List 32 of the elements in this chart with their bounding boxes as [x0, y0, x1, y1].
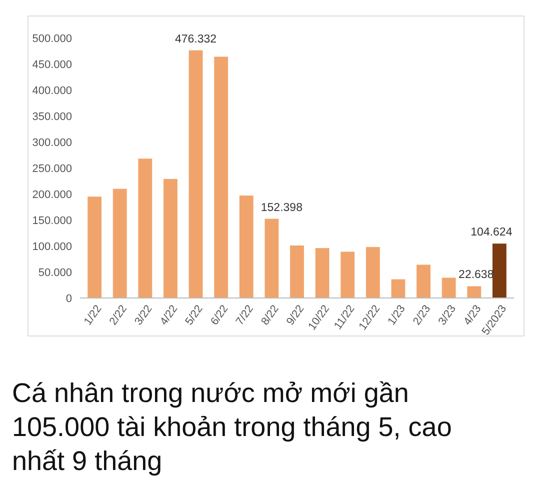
bar: [315, 248, 330, 298]
bar: [442, 278, 456, 298]
data-label: 104.624: [470, 226, 513, 239]
bar: [391, 279, 406, 298]
bar: [467, 286, 482, 298]
y-tick-label: 300.000: [32, 136, 72, 149]
bar: [188, 50, 203, 298]
bar: [492, 244, 506, 298]
bar: [164, 178, 178, 298]
y-tick-label: 0: [66, 292, 72, 305]
y-tick-label: 250.000: [32, 162, 72, 175]
bar: [138, 158, 152, 298]
bar: [416, 264, 430, 298]
text: Cá nhân trong nước mở mới gần 105.000 tài khoản trong tháng 5, cao nhất 9 tháng: [12, 377, 452, 478]
y-tick-label: 50.000: [38, 266, 72, 279]
data-label: 152.398: [260, 202, 302, 214]
y-tick-label: 350.000: [32, 110, 72, 123]
y-tick-label: 500.000: [32, 32, 72, 45]
y-tick-label: 100.000: [32, 240, 72, 253]
y-tick-label: 450.000: [32, 58, 72, 71]
y-tick-label: 400.000: [32, 84, 72, 97]
bar: [290, 245, 304, 298]
bar: [264, 218, 279, 298]
bar: [366, 247, 380, 298]
bar: [112, 188, 127, 298]
bar: [88, 196, 102, 298]
y-tick-label: 200.000: [32, 188, 72, 201]
bar: [214, 56, 228, 298]
bar: [239, 196, 254, 298]
bar: [340, 252, 355, 298]
y-tick-label: 150.000: [32, 214, 72, 227]
data-label: 476.332: [174, 33, 217, 46]
